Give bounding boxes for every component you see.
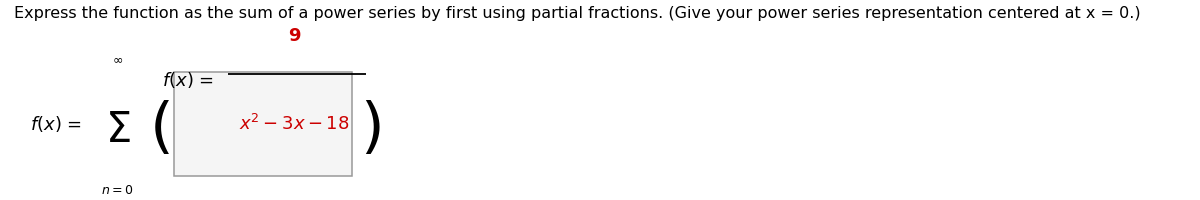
Text: (: ( (150, 100, 174, 160)
FancyBboxPatch shape (174, 72, 352, 176)
Text: ): ) (360, 100, 384, 160)
Text: $x^2 - 3x - 18$: $x^2 - 3x - 18$ (239, 114, 349, 134)
Text: $n = 0$: $n = 0$ (102, 184, 133, 196)
Text: Express the function as the sum of a power series by first using partial fractio: Express the function as the sum of a pow… (14, 6, 1141, 21)
Text: $f(x)$ =: $f(x)$ = (162, 70, 214, 90)
Text: 9: 9 (288, 27, 300, 45)
Text: $\infty$: $\infty$ (112, 53, 124, 66)
Text: $f(x)$ =: $f(x)$ = (30, 114, 82, 134)
Text: $\Sigma$: $\Sigma$ (104, 109, 131, 151)
